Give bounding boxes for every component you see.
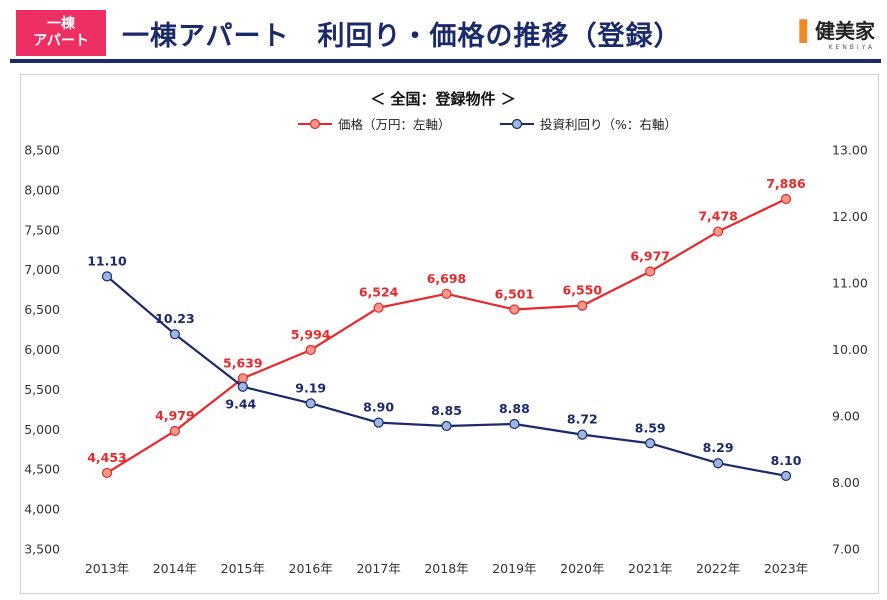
data-label: 5,994 <box>291 327 331 342</box>
data-label: 6,550 <box>563 283 603 298</box>
y-left-tick-label: 4,500 <box>24 462 60 477</box>
x-tick-label: 2016年 <box>289 561 333 576</box>
data-label: 10.23 <box>155 311 195 326</box>
x-tick-label: 2018年 <box>424 561 468 576</box>
y-right-tick-label: 7.00 <box>832 542 860 557</box>
y-left-tick-label: 5,000 <box>24 422 60 437</box>
y-left-tick-label: 6,500 <box>24 302 60 317</box>
x-tick-label: 2015年 <box>221 561 265 576</box>
data-label: 9.19 <box>295 380 326 395</box>
x-tick-label: 2017年 <box>356 561 400 576</box>
data-point <box>101 271 113 282</box>
y-left-tick-label: 7,000 <box>24 262 60 277</box>
data-label: 8.72 <box>567 412 598 427</box>
y-left-tick-label: 3,500 <box>24 542 60 557</box>
data-point <box>577 300 588 311</box>
data-point <box>237 381 248 392</box>
brand-logo: ▌健美家 KENBIYA <box>800 15 875 51</box>
legend-marker-0 <box>309 118 321 130</box>
data-point <box>509 304 520 315</box>
data-point <box>577 429 588 440</box>
data-label: 8.59 <box>635 420 666 435</box>
data-label: 6,698 <box>427 271 467 286</box>
data-point <box>780 193 792 205</box>
data-label: 6,524 <box>359 285 399 300</box>
y-left-tick-label: 4,000 <box>24 502 60 517</box>
data-label: 9.44 <box>225 397 256 412</box>
data-point <box>101 467 113 479</box>
legend-marker-1 <box>511 118 523 130</box>
chart-title: ＜ 全国：登録物件 ＞ <box>370 90 515 108</box>
category-badge: 一棟 アパート <box>16 10 106 56</box>
data-point <box>305 398 316 409</box>
y-right-tick-label: 10.00 <box>832 342 868 357</box>
data-point <box>373 417 384 428</box>
logo-text: 健美家 <box>815 19 875 43</box>
data-point <box>169 425 180 437</box>
data-label: 7,886 <box>766 176 806 191</box>
data-point <box>305 344 316 356</box>
data-label: 5,639 <box>223 355 263 370</box>
x-tick-label: 2023年 <box>764 561 808 576</box>
data-label: 11.10 <box>87 253 127 268</box>
data-point <box>509 418 520 430</box>
y-right-tick-label: 9.00 <box>832 409 860 424</box>
data-point <box>441 288 452 299</box>
data-label: 6,501 <box>495 287 535 302</box>
y-right-tick-label: 12.00 <box>832 209 868 224</box>
series-line-1 <box>106 275 787 477</box>
data-label: 4,453 <box>87 450 127 465</box>
data-label: 4,979 <box>155 408 195 423</box>
x-tick-label: 2019年 <box>492 561 536 576</box>
y-right-tick-label: 11.00 <box>832 276 868 291</box>
data-label: 8.29 <box>703 440 734 455</box>
page-title: 一棟アパート 利回り・価格の推移（登録） <box>122 21 682 52</box>
legend-label-1: 投資利回り（%：右軸） <box>540 117 677 132</box>
data-label: 8.90 <box>363 400 394 415</box>
logo-mark-icon: ▌ <box>799 19 815 43</box>
badge-line-2: アパート <box>33 33 89 49</box>
y-right-tick-label: 8.00 <box>832 475 860 490</box>
data-point <box>780 470 792 481</box>
x-tick-label: 2014年 <box>153 561 197 576</box>
y-left-tick-label: 5,500 <box>24 382 60 397</box>
y-left-tick-label: 6,000 <box>24 342 60 357</box>
data-label: 6,977 <box>630 249 670 264</box>
data-point <box>237 373 248 384</box>
header-divider <box>10 59 881 63</box>
x-tick-label: 2022年 <box>696 561 740 576</box>
data-point <box>441 420 452 432</box>
data-point <box>645 438 656 449</box>
legend-label-0: 価格（万円：左軸） <box>338 117 451 132</box>
y-left-tick-label: 8,000 <box>24 182 60 197</box>
chart-frame <box>20 74 879 594</box>
data-point <box>645 266 656 277</box>
x-tick-label: 2021年 <box>628 561 672 576</box>
y-left-tick-label: 8,500 <box>24 143 60 158</box>
data-point <box>169 329 180 340</box>
y-right-tick-label: 13.00 <box>832 143 868 158</box>
data-point <box>712 458 724 469</box>
data-label: 8.10 <box>771 453 802 468</box>
data-point <box>712 226 724 237</box>
data-point <box>373 302 384 313</box>
data-label: 8.85 <box>431 403 462 418</box>
x-tick-label: 2020年 <box>560 561 604 576</box>
data-label: 8.88 <box>499 401 530 416</box>
badge-line-1: 一棟 <box>47 16 75 32</box>
series-line-0 <box>106 198 787 474</box>
x-tick-label: 2013年 <box>85 561 129 576</box>
y-left-tick-label: 7,500 <box>24 222 60 237</box>
logo-subtext: KENBIYA <box>828 44 875 51</box>
data-label: 7,478 <box>698 209 738 224</box>
